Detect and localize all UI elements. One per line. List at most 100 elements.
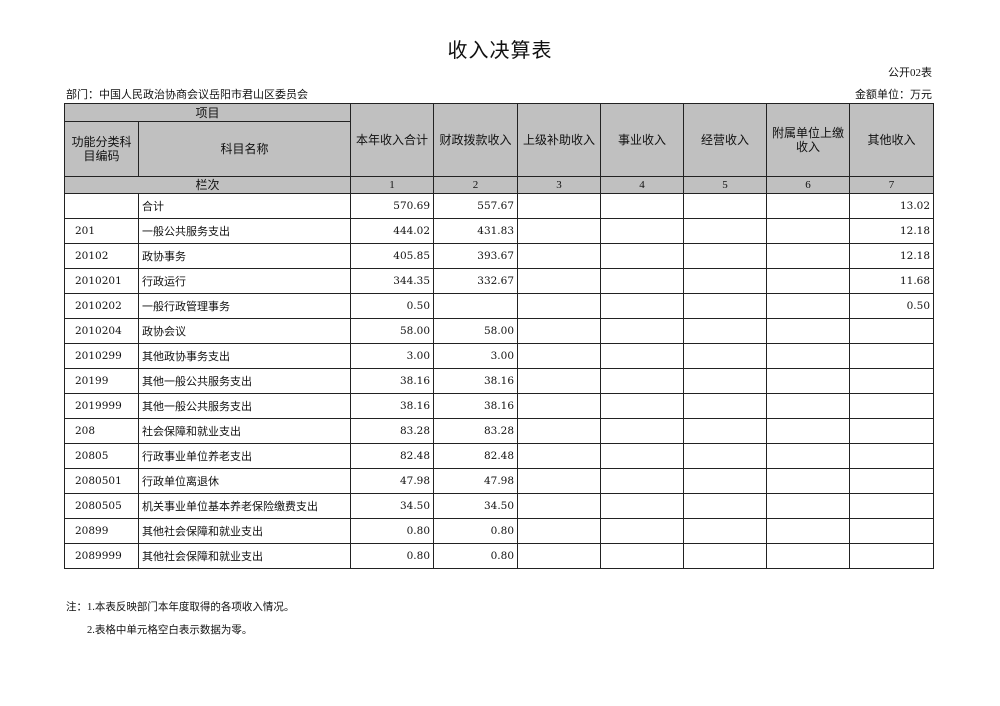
header-col-3: 上级补助收入 <box>517 103 602 177</box>
row-code: 2010299 <box>64 343 139 369</box>
row-value-col-7: 0.50 <box>849 293 935 319</box>
row-value-col-4 <box>600 493 685 519</box>
row-value-col-4 <box>600 443 685 469</box>
note-2: 2.表格中单元格空白表示数据为零。 <box>87 625 253 636</box>
row-value-col-2: 83.28 <box>433 418 519 444</box>
row-value-col-6 <box>766 293 851 319</box>
row-value-col-3 <box>517 493 602 519</box>
row-name: 政协事务 <box>137 243 352 269</box>
column-number: 4 <box>600 176 685 194</box>
row-value-col-7 <box>849 393 935 419</box>
row-value-col-4 <box>600 468 685 494</box>
row-name: 社会保障和就业支出 <box>137 418 352 444</box>
row-value-col-4 <box>600 393 685 419</box>
row-value-col-4 <box>600 218 685 244</box>
row-value-col-6 <box>766 193 851 219</box>
row-value-col-1: 38.16 <box>350 368 435 394</box>
row-value-col-5 <box>683 193 768 219</box>
row-value-col-7 <box>849 368 935 394</box>
row-value-col-6 <box>766 218 851 244</box>
row-value-col-1: 58.00 <box>350 318 435 344</box>
row-value-col-5 <box>683 318 768 344</box>
row-value-col-3 <box>517 418 602 444</box>
row-value-col-6 <box>766 393 851 419</box>
header-item: 项目 <box>63 103 352 122</box>
row-value-col-2: 82.48 <box>433 443 519 469</box>
row-value-col-1: 3.00 <box>350 343 435 369</box>
row-value-col-5 <box>683 268 768 294</box>
table-row: 2010202 一般行政管理事务 0.50 0.50 <box>64 293 935 319</box>
row-value-col-4 <box>600 543 685 569</box>
row-value-col-4 <box>600 418 685 444</box>
column-number: 1 <box>350 176 435 194</box>
row-code: 2010202 <box>64 293 139 319</box>
row-value-col-4 <box>600 243 685 269</box>
header-row-index: 栏次 <box>63 176 352 194</box>
row-value-col-4 <box>600 518 685 544</box>
row-value-col-5 <box>683 518 768 544</box>
row-value-col-1: 34.50 <box>350 493 435 519</box>
header-col-5: 经营收入 <box>683 103 768 177</box>
row-value-col-1: 47.98 <box>350 468 435 494</box>
row-value-col-1: 570.69 <box>350 193 435 219</box>
row-value-col-2: 393.67 <box>433 243 519 269</box>
row-code: 20199 <box>64 368 139 394</box>
unit-label: 金额单位：万元 <box>855 89 932 101</box>
row-value-col-1: 38.16 <box>350 393 435 419</box>
row-value-col-1: 82.48 <box>350 443 435 469</box>
row-value-col-4 <box>600 318 685 344</box>
row-value-col-5 <box>683 293 768 319</box>
row-value-col-7: 13.02 <box>849 193 935 219</box>
row-value-col-6 <box>766 493 851 519</box>
row-value-col-5 <box>683 343 768 369</box>
row-name: 其他社会保障和就业支出 <box>137 543 352 569</box>
row-value-col-3 <box>517 443 602 469</box>
table-row: 2019999 其他一般公共服务支出 38.16 38.16 <box>64 393 935 419</box>
row-value-col-3 <box>517 343 602 369</box>
row-value-col-7 <box>849 468 935 494</box>
row-value-col-7 <box>849 543 935 569</box>
row-value-col-2 <box>433 293 519 319</box>
row-value-col-5 <box>683 393 768 419</box>
row-value-col-7 <box>849 343 935 369</box>
row-value-col-6 <box>766 243 851 269</box>
row-value-col-6 <box>766 443 851 469</box>
row-name: 合计 <box>137 193 352 219</box>
row-value-col-5 <box>683 368 768 394</box>
note-1: 注：1.本表反映部门本年度取得的各项收入情况。 <box>66 602 295 613</box>
row-value-col-4 <box>600 343 685 369</box>
row-value-col-1: 0.80 <box>350 518 435 544</box>
row-name: 行政事业单位养老支出 <box>137 443 352 469</box>
row-value-col-1: 0.80 <box>350 543 435 569</box>
row-value-col-7 <box>849 443 935 469</box>
table-row: 2089999 其他社会保障和就业支出 0.80 0.80 <box>64 543 935 569</box>
row-name: 行政运行 <box>137 268 352 294</box>
header-col-7: 其他收入 <box>849 103 935 177</box>
row-value-col-7: 11.68 <box>849 268 935 294</box>
row-name: 其他社会保障和就业支出 <box>137 518 352 544</box>
row-name: 机关事业单位基本养老保险缴费支出 <box>137 493 352 519</box>
row-value-col-1: 344.35 <box>350 268 435 294</box>
row-value-col-2: 38.16 <box>433 368 519 394</box>
row-value-col-3 <box>517 193 602 219</box>
row-value-col-3 <box>517 218 602 244</box>
row-value-col-2: 58.00 <box>433 318 519 344</box>
table-row: 2080501 行政单位离退休 47.98 47.98 <box>64 468 935 494</box>
row-value-col-3 <box>517 318 602 344</box>
income-table: 项目 本年收入合计 财政拨款收入 上级补助收入 事业收入 经营收入 附属单位上缴… <box>63 103 935 569</box>
row-value-col-7 <box>849 518 935 544</box>
table-row: 20102 政协事务 405.85 393.67 12.18 <box>64 243 935 269</box>
row-value-col-6 <box>766 268 851 294</box>
row-value-col-2: 332.67 <box>433 268 519 294</box>
row-value-col-3 <box>517 368 602 394</box>
row-code: 208 <box>64 418 139 444</box>
form-number: 公开02表 <box>888 67 932 79</box>
row-name: 其他政协事务支出 <box>137 343 352 369</box>
row-value-col-3 <box>517 543 602 569</box>
table-row: 20805 行政事业单位养老支出 82.48 82.48 <box>64 443 935 469</box>
header-col-1: 本年收入合计 <box>350 103 435 177</box>
row-value-col-2: 47.98 <box>433 468 519 494</box>
column-number: 6 <box>766 176 851 194</box>
table-row: 208 社会保障和就业支出 83.28 83.28 <box>64 418 935 444</box>
row-value-col-3 <box>517 243 602 269</box>
